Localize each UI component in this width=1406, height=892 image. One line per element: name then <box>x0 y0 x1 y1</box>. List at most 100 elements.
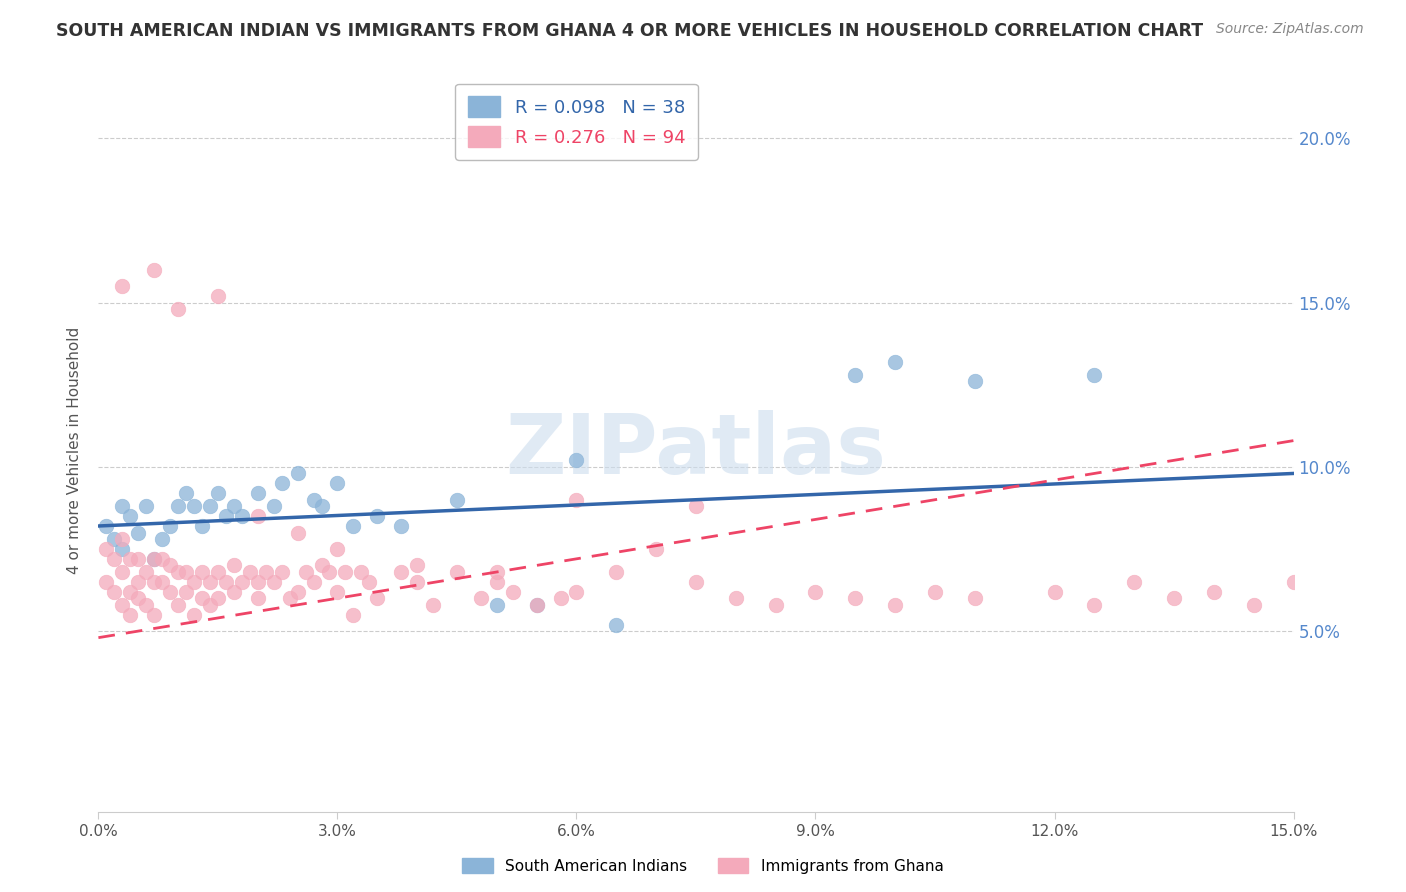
Text: ZIPatlas: ZIPatlas <box>506 410 886 491</box>
Point <box>96 574 118 589</box>
Point <box>198 574 221 589</box>
Point <box>231 509 253 524</box>
Point <box>127 551 149 566</box>
Point <box>111 532 134 546</box>
Point <box>485 574 508 589</box>
Point <box>103 551 125 566</box>
Point <box>446 492 468 507</box>
Point <box>1083 368 1105 382</box>
Point <box>270 565 292 579</box>
Point <box>207 565 229 579</box>
Point <box>143 551 166 566</box>
Point <box>446 565 468 579</box>
Point <box>294 565 316 579</box>
Point <box>389 519 412 533</box>
Point <box>406 558 429 573</box>
Point <box>485 598 508 612</box>
Point <box>167 500 190 514</box>
Point <box>685 500 707 514</box>
Point <box>127 591 149 606</box>
Point <box>470 591 492 606</box>
Point <box>1083 598 1105 612</box>
Point <box>685 574 707 589</box>
Point <box>96 541 118 556</box>
Point <box>318 565 340 579</box>
Point <box>326 584 349 599</box>
Y-axis label: 4 or more Vehicles in Household: 4 or more Vehicles in Household <box>67 326 83 574</box>
Point <box>844 591 866 606</box>
Point <box>127 574 149 589</box>
Point <box>215 509 238 524</box>
Point <box>159 519 181 533</box>
Point <box>150 551 173 566</box>
Point <box>120 584 142 599</box>
Point <box>135 500 157 514</box>
Point <box>884 355 907 369</box>
Point <box>174 584 197 599</box>
Point <box>150 574 173 589</box>
Point <box>111 565 134 579</box>
Point <box>302 492 325 507</box>
Point <box>1163 591 1185 606</box>
Point <box>191 591 214 606</box>
Point <box>605 565 627 579</box>
Point <box>565 492 588 507</box>
Point <box>406 574 429 589</box>
Point <box>191 565 214 579</box>
Point <box>1123 574 1146 589</box>
Point <box>246 574 269 589</box>
Point <box>246 486 269 500</box>
Point <box>143 551 166 566</box>
Point <box>198 598 221 612</box>
Point <box>167 598 190 612</box>
Point <box>183 607 205 622</box>
Point <box>963 591 986 606</box>
Point <box>159 558 181 573</box>
Point <box>302 574 325 589</box>
Point <box>174 565 197 579</box>
Point <box>366 591 388 606</box>
Point <box>150 532 173 546</box>
Point <box>278 591 301 606</box>
Point <box>191 519 214 533</box>
Point <box>143 607 166 622</box>
Point <box>311 500 333 514</box>
Point <box>605 617 627 632</box>
Point <box>565 453 588 467</box>
Point <box>765 598 787 612</box>
Point <box>311 558 333 573</box>
Point <box>526 598 548 612</box>
Point <box>215 574 238 589</box>
Point <box>159 584 181 599</box>
Text: Source: ZipAtlas.com: Source: ZipAtlas.com <box>1216 22 1364 37</box>
Point <box>342 607 364 622</box>
Point <box>804 584 827 599</box>
Point <box>1282 574 1305 589</box>
Point <box>222 584 245 599</box>
Point <box>207 591 229 606</box>
Point <box>246 509 269 524</box>
Point <box>246 591 269 606</box>
Point <box>135 598 157 612</box>
Point <box>231 574 253 589</box>
Point <box>143 262 166 277</box>
Point <box>96 519 118 533</box>
Point <box>183 574 205 589</box>
Point <box>350 565 373 579</box>
Point <box>174 486 197 500</box>
Point <box>120 509 142 524</box>
Point <box>724 591 747 606</box>
Point <box>127 525 149 540</box>
Point <box>120 607 142 622</box>
Point <box>222 558 245 573</box>
Point <box>254 565 277 579</box>
Point <box>422 598 444 612</box>
Point <box>645 541 668 556</box>
Text: SOUTH AMERICAN INDIAN VS IMMIGRANTS FROM GHANA 4 OR MORE VEHICLES IN HOUSEHOLD C: SOUTH AMERICAN INDIAN VS IMMIGRANTS FROM… <box>56 22 1204 40</box>
Point <box>207 486 229 500</box>
Point <box>326 476 349 491</box>
Point <box>342 519 364 533</box>
Point <box>1202 584 1225 599</box>
Point <box>287 584 309 599</box>
Point <box>135 565 157 579</box>
